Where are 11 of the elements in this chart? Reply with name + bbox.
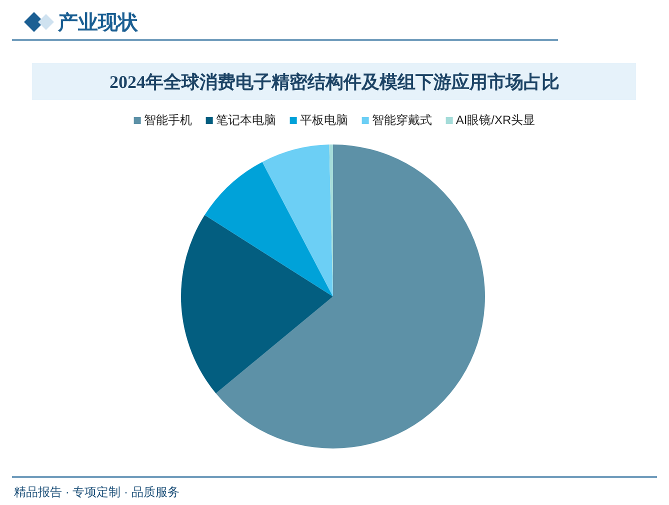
footer: 精品报告 · 专项定制 · 品质服务 [14,485,180,499]
legend-label: 平板电脑 [300,113,348,127]
legend-item: 智能手机 [134,113,192,127]
title: 2024年全球消费电子精密结构件及模组下游应用市场占比 [32,63,636,100]
header: 产业现状 [58,12,138,34]
legend-label: 智能手机 [144,113,192,127]
legend-item: AI眼镜/XR头显 [446,113,536,127]
legend-item: 智能穿戴式 [362,113,432,127]
chart-title: 2024年全球消费电子精密结构件及模组下游应用市场占比 [110,72,560,92]
legend-item: 笔记本电脑 [206,113,276,127]
legend-item: 平板电脑 [290,113,348,127]
